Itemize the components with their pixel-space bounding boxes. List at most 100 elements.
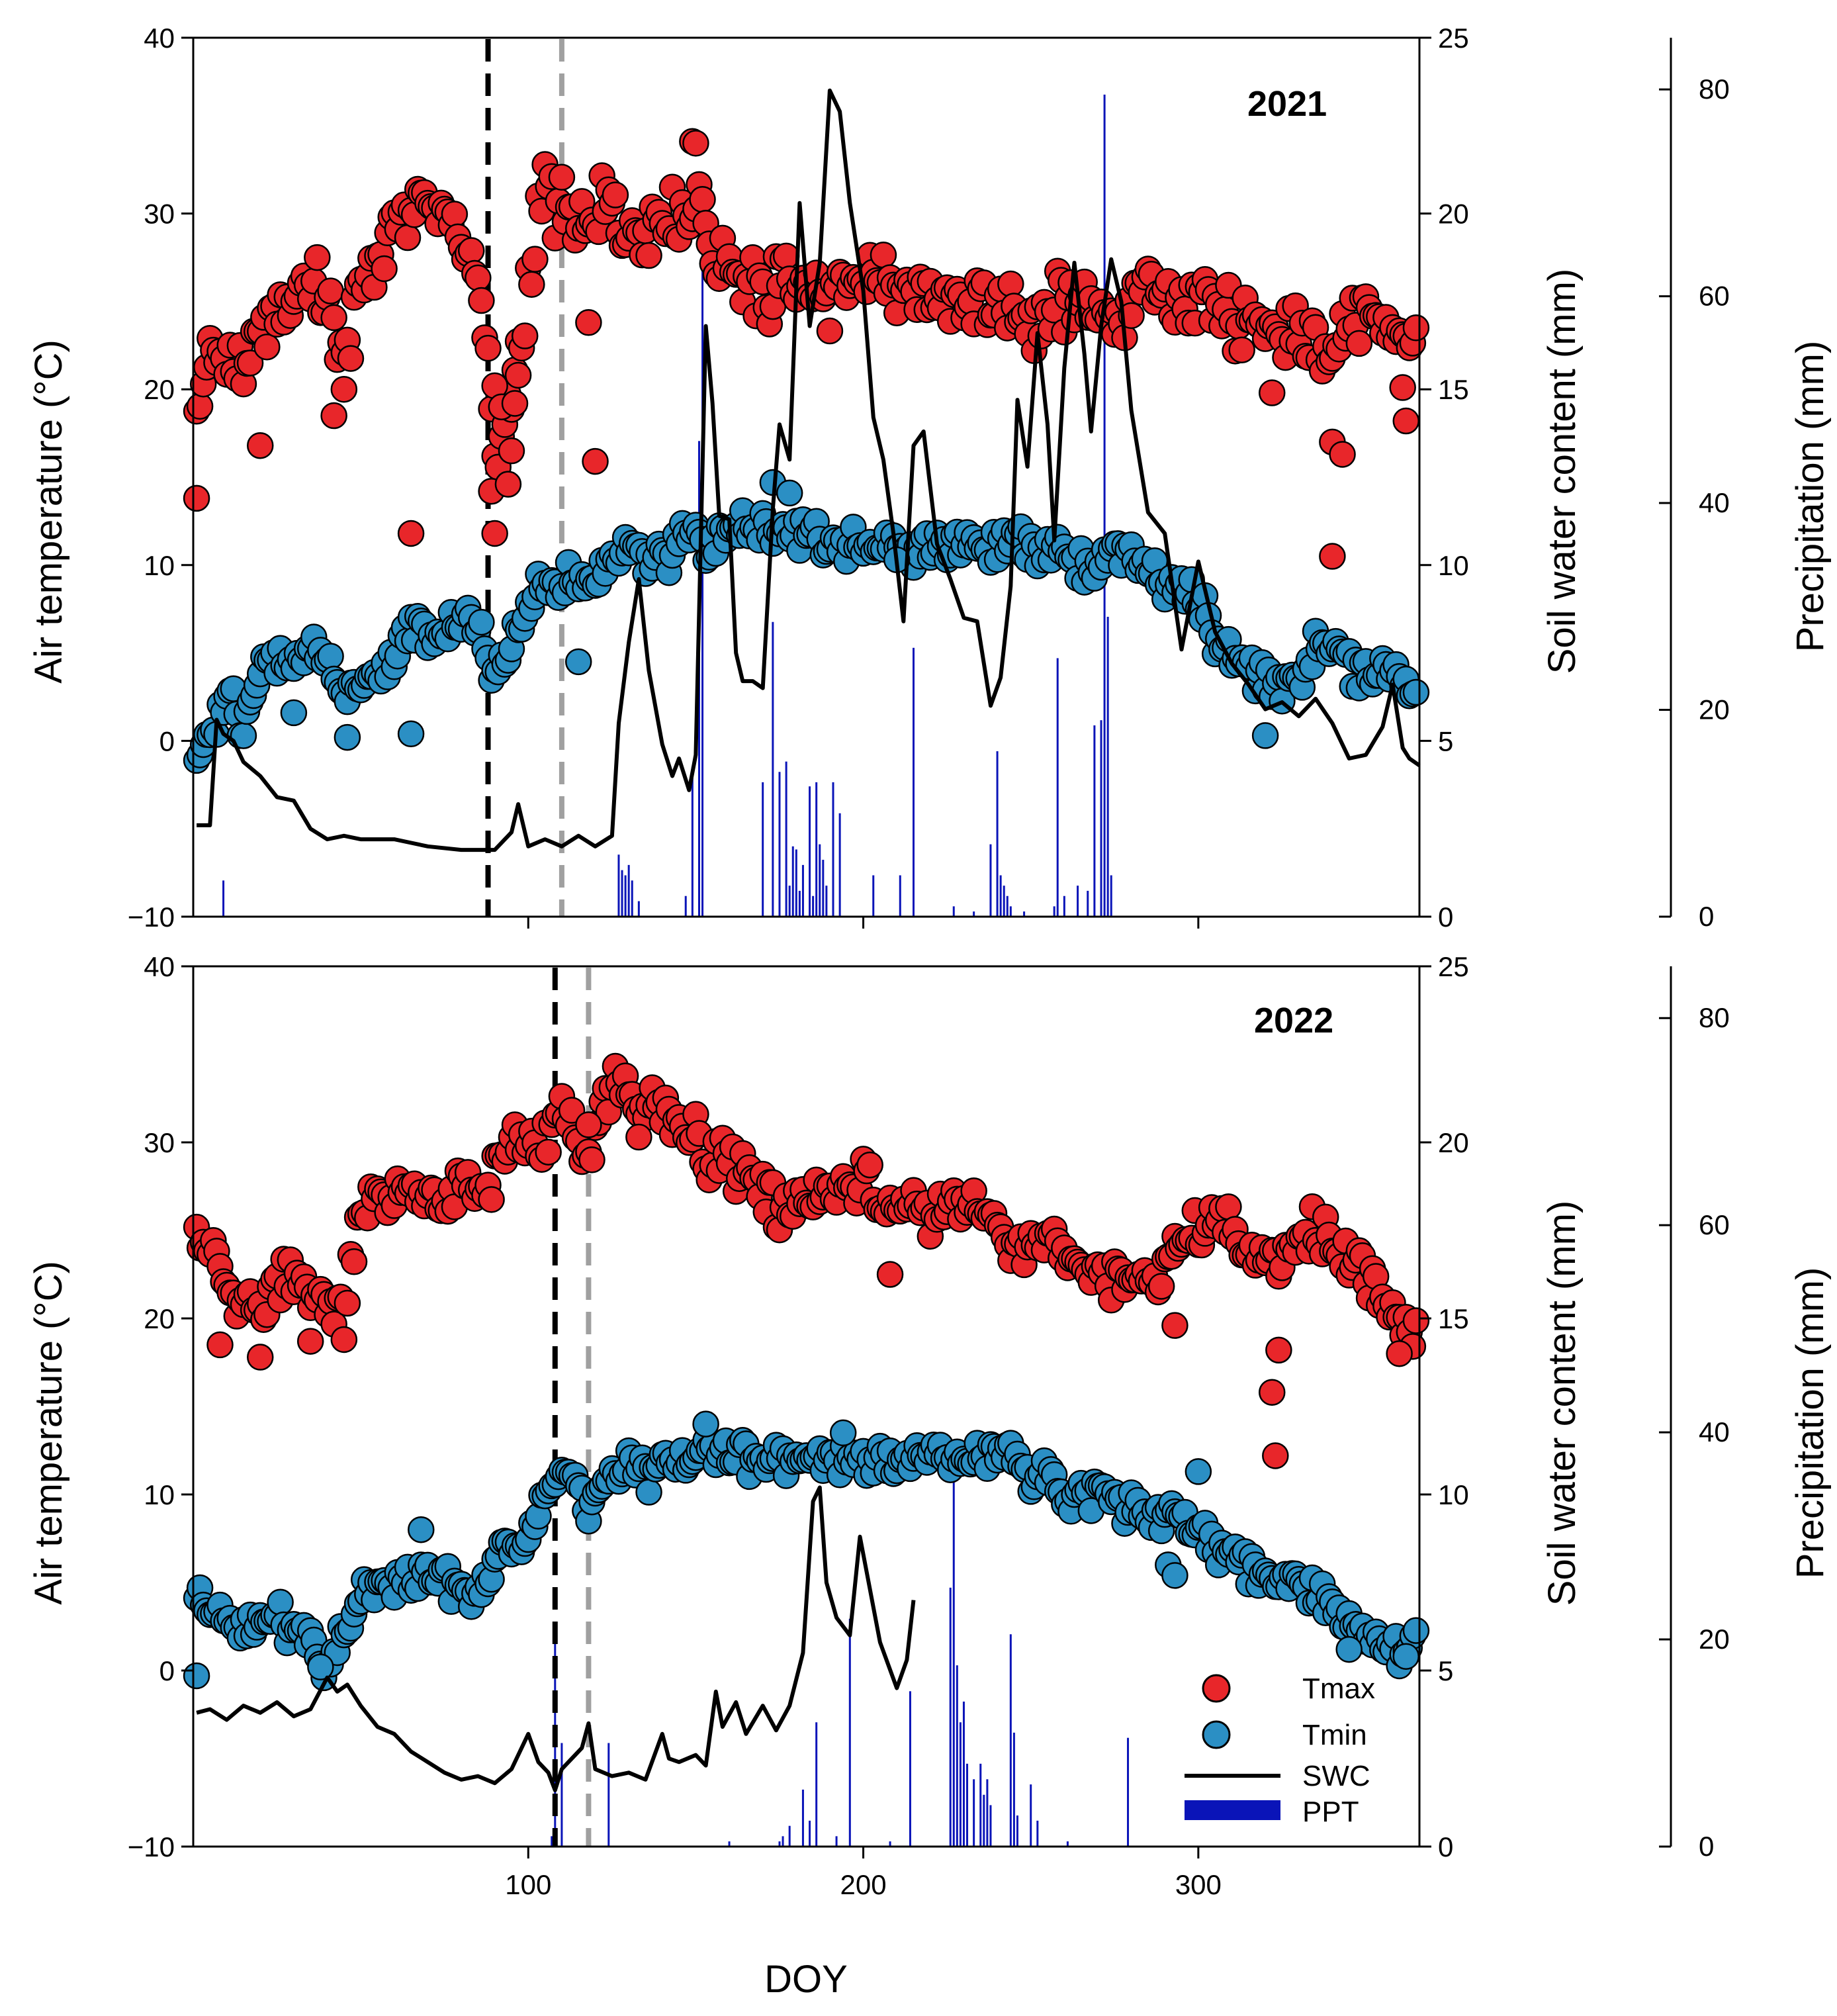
tmax-series	[183, 1052, 1430, 1469]
ppt-bar	[1093, 725, 1096, 917]
tmax-point	[1258, 379, 1286, 406]
tmin-point	[1392, 1643, 1419, 1670]
tmax-point	[997, 270, 1024, 298]
tmin-point	[829, 1419, 857, 1447]
ppt-bar	[778, 772, 781, 917]
ppt-bar	[835, 1836, 838, 1847]
ppt-bar	[551, 1836, 553, 1847]
ppt-bar	[899, 875, 901, 917]
tmax-point	[317, 277, 344, 304]
x-tick-label: 300	[1175, 1869, 1222, 1900]
ppt-bar	[1023, 911, 1026, 917]
ppt-tick-label: 0	[1699, 901, 1714, 932]
ppt-bar	[627, 864, 630, 917]
ppt-bar	[1012, 1732, 1015, 1847]
ppt-bar	[798, 890, 801, 917]
axes: −10 0 10 20 30 40 0 5 10 15 20 25 0 20 40 60 80 100 200 300	[128, 951, 1730, 1900]
tmax-point	[1258, 1379, 1286, 1406]
tmin-point	[267, 1588, 294, 1616]
left-tick-label: 40	[144, 951, 175, 982]
ppt-bar	[812, 895, 815, 917]
tmin-point	[408, 1516, 435, 1543]
swc-tick-label: 10	[1438, 550, 1469, 581]
panel-label-2021: 2021	[1247, 84, 1327, 124]
ppt-bar	[966, 1763, 969, 1847]
ppt-bar	[1077, 886, 1079, 917]
y-axis-title-air-temperature: Air temperature (°C)	[27, 1261, 70, 1605]
ppt-bar	[872, 875, 875, 917]
tmin-point	[1185, 1458, 1212, 1485]
legend-tmax-marker	[1202, 1674, 1231, 1703]
ppt-tick-label: 40	[1699, 1416, 1730, 1447]
tmax-point	[856, 1151, 883, 1179]
x-tick-label: 200	[840, 1869, 887, 1900]
panel-label-2022: 2022	[1254, 1001, 1333, 1040]
tmin-point	[397, 720, 425, 748]
swc-tick-label: 5	[1438, 725, 1453, 756]
y-axis-title-soil-water-content: Soil water content (mm)	[1541, 269, 1584, 674]
ppt-bar	[1127, 1737, 1130, 1847]
legend-swc-label: SWC	[1302, 1760, 1370, 1792]
tmax-point	[304, 244, 331, 271]
tmin-series	[183, 469, 1430, 774]
ppt-bar	[983, 1794, 985, 1847]
tmax-series	[183, 128, 1430, 570]
tmax-point	[625, 1123, 652, 1151]
swc-tick-label: 15	[1438, 1303, 1469, 1334]
axes: −10 0 10 20 30 40 0 5 10 15 20 25 0 20 40 60 80	[128, 23, 1730, 933]
x-axis-title: DOY	[764, 1958, 848, 2001]
ppt-tick-label: 60	[1699, 1209, 1730, 1240]
ppt-bar	[809, 1820, 811, 1847]
ppt-bar	[1066, 1841, 1069, 1847]
legend-ppt-swatch	[1185, 1800, 1280, 1820]
tmax-point	[498, 437, 525, 465]
ppt-bar	[607, 1743, 610, 1847]
tmax-point	[296, 1328, 324, 1355]
ppt-bar	[815, 782, 818, 917]
tmin-point	[1335, 1635, 1363, 1663]
panel-2021: −10 0 10 20 30 40 0 5 10 15 20 25 0 20 40 60 80 2021 Air t…	[27, 23, 1832, 933]
tmax-point	[1161, 1312, 1188, 1339]
ppt-bar	[795, 849, 797, 917]
tmax-point	[1389, 374, 1416, 401]
tmax-point	[1329, 441, 1356, 468]
tmin-point	[692, 1410, 719, 1438]
ppt-bar	[782, 1836, 784, 1847]
ppt-bar	[956, 1665, 958, 1847]
tmax-point	[247, 432, 274, 459]
ppt-bar	[1009, 1634, 1012, 1847]
ppt-bar	[986, 1779, 989, 1847]
ppt-bar	[1030, 1784, 1032, 1847]
ppt-bar	[728, 1841, 731, 1847]
ppt-bar	[979, 1763, 982, 1847]
ppt-bar	[691, 766, 694, 917]
ppt-bar	[952, 1473, 955, 1847]
tmax-point	[330, 1326, 358, 1353]
y-axis-title-precipitation: Precipitation (mm)	[1789, 341, 1832, 653]
tmin-point	[1251, 722, 1279, 749]
tmax-point	[457, 237, 485, 264]
tmax-point	[236, 349, 264, 377]
tmax-point	[876, 1261, 904, 1288]
swc-tick-label: 5	[1438, 1655, 1453, 1686]
swc-tick-label: 20	[1438, 1127, 1469, 1158]
legend-tmin-marker	[1202, 1720, 1231, 1749]
ppt-bar	[999, 875, 1002, 917]
tmax-point	[548, 163, 576, 191]
ppt-bar	[889, 1841, 891, 1847]
legend-tmax-label: Tmax	[1302, 1672, 1375, 1705]
tmin-point	[280, 699, 308, 727]
tmax-point	[465, 264, 492, 292]
ppt-bar	[772, 621, 774, 917]
tmax-point	[578, 1146, 605, 1173]
ppt-bar	[913, 647, 915, 917]
tmax-point	[320, 402, 347, 430]
ppt-bar	[809, 786, 811, 917]
ppt-bar	[1056, 658, 1059, 917]
tmax-point	[1262, 1442, 1289, 1469]
left-tick-label: 20	[144, 374, 175, 405]
tmax-point	[494, 471, 522, 498]
left-tick-label: 30	[144, 1127, 175, 1158]
tmax-point	[1147, 1273, 1175, 1300]
